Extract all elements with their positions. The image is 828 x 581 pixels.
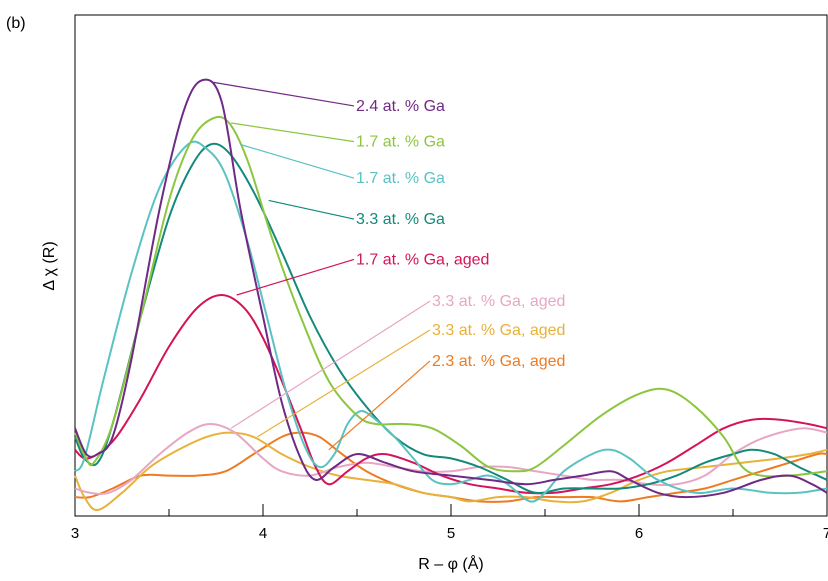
- x-tick-label: 6: [635, 525, 643, 542]
- label-leader-line: [268, 199, 355, 220]
- series-line: [74, 423, 828, 495]
- label-leader-line: [257, 329, 431, 438]
- x-axis-ticks: 3 4 5 6 7: [71, 504, 828, 542]
- label-leader-line: [230, 122, 355, 143]
- label-leader-line: [236, 258, 355, 296]
- series-line: [74, 78, 828, 499]
- x-axis-label: R – φ (Å): [418, 554, 484, 573]
- series-label: 1.7 at. % Ga: [356, 170, 445, 187]
- panel-label: (b): [6, 15, 26, 32]
- x-tick-label: 3: [71, 525, 79, 542]
- series-line: [74, 115, 828, 478]
- series-label: 2.4 at. % Ga: [356, 98, 445, 115]
- x-tick-label: 7: [823, 525, 828, 542]
- label-leader-line: [240, 143, 355, 179]
- series-label: 3.3 at. % Ga, aged: [432, 293, 565, 310]
- label-leaders: [212, 81, 431, 451]
- series-label: 1.7 at. % Ga: [356, 134, 445, 151]
- series-labels: 2.4 at. % Ga 1.7 at. % Ga 1.7 at. % Ga 3.3 …: [356, 98, 565, 370]
- y-axis-label: Δ χ (R): [41, 241, 58, 290]
- series-label: 2.3 at. % Ga, aged: [432, 353, 565, 370]
- series-label: 1.7 at. % Ga, aged: [356, 251, 489, 268]
- series-label: 3.3 at. % Ga, aged: [432, 322, 565, 339]
- x-tick-label: 4: [259, 525, 267, 542]
- series-label: 3.3 at. % Ga: [356, 211, 445, 228]
- label-leader-line: [328, 360, 431, 451]
- series-line: [74, 142, 828, 495]
- x-tick-label: 5: [447, 525, 455, 542]
- series-line: [74, 294, 828, 495]
- series-curves: [74, 78, 828, 512]
- label-leader-line: [230, 300, 431, 429]
- label-leader-line: [212, 81, 355, 107]
- series-line: [74, 140, 828, 503]
- series-line: [74, 431, 828, 512]
